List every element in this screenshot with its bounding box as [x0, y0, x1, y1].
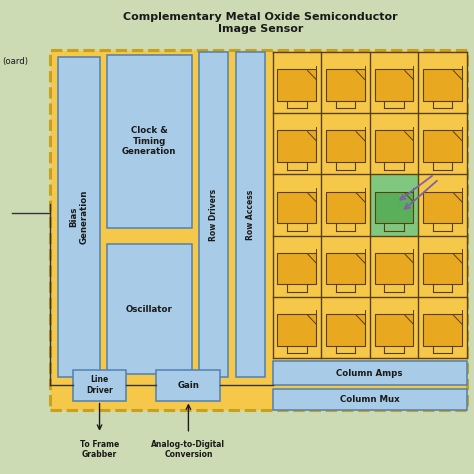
Text: (oard): (oard)	[2, 57, 28, 66]
Text: Oscillator: Oscillator	[126, 305, 173, 314]
Bar	[374, 191, 413, 223]
Bar	[277, 130, 316, 162]
Bar	[423, 191, 462, 223]
Bar	[58, 57, 100, 377]
Bar	[273, 174, 321, 236]
Bar	[374, 69, 413, 101]
Bar	[326, 191, 365, 223]
Bar	[370, 236, 418, 297]
Bar	[370, 52, 418, 113]
Bar	[418, 113, 467, 174]
Bar	[321, 113, 370, 174]
Bar	[418, 52, 467, 113]
Bar	[273, 52, 321, 113]
Text: Row Drivers: Row Drivers	[210, 189, 218, 240]
Text: To Frame
Grabber: To Frame Grabber	[80, 440, 119, 459]
Bar	[418, 236, 467, 297]
Bar	[273, 297, 321, 358]
Bar	[273, 361, 467, 385]
Bar	[423, 253, 462, 284]
Bar	[423, 314, 462, 346]
Bar	[423, 130, 462, 162]
Bar	[273, 113, 321, 174]
Bar	[370, 297, 418, 358]
Bar	[370, 174, 418, 236]
Bar	[326, 314, 365, 346]
Bar	[321, 297, 370, 358]
Bar	[418, 297, 467, 358]
Bar	[370, 113, 418, 174]
Bar	[236, 52, 265, 377]
Text: Line
Driver: Line Driver	[86, 375, 113, 395]
Bar	[277, 314, 316, 346]
Bar	[326, 253, 365, 284]
Bar	[423, 69, 462, 101]
Text: Column Mux: Column Mux	[340, 395, 400, 404]
Bar	[107, 55, 192, 228]
Bar	[273, 389, 467, 410]
Text: Complementary Metal Oxide Semiconductor
Image Sensor: Complementary Metal Oxide Semiconductor …	[123, 12, 398, 34]
Bar	[374, 314, 413, 346]
Bar	[321, 52, 370, 113]
Bar	[374, 130, 413, 162]
Text: Clock &
Timing
Generation: Clock & Timing Generation	[122, 126, 176, 156]
Text: Analog-to-Digital
Conversion: Analog-to-Digital Conversion	[151, 440, 226, 459]
Bar	[374, 253, 413, 284]
Bar	[277, 191, 316, 223]
Text: Column Amps: Column Amps	[337, 369, 403, 377]
Bar	[107, 244, 192, 374]
Bar	[273, 236, 321, 297]
Text: Bias
Generation: Bias Generation	[69, 190, 88, 244]
Text: Gain: Gain	[177, 381, 200, 390]
Bar	[418, 174, 467, 236]
Bar	[156, 370, 220, 401]
Bar	[326, 69, 365, 101]
Bar	[199, 52, 228, 377]
Bar	[321, 174, 370, 236]
Bar	[326, 130, 365, 162]
Text: Row Access: Row Access	[246, 189, 255, 240]
Bar	[277, 253, 316, 284]
Bar	[73, 370, 126, 401]
Bar	[321, 236, 370, 297]
Bar	[277, 69, 316, 101]
Bar	[50, 50, 467, 410]
